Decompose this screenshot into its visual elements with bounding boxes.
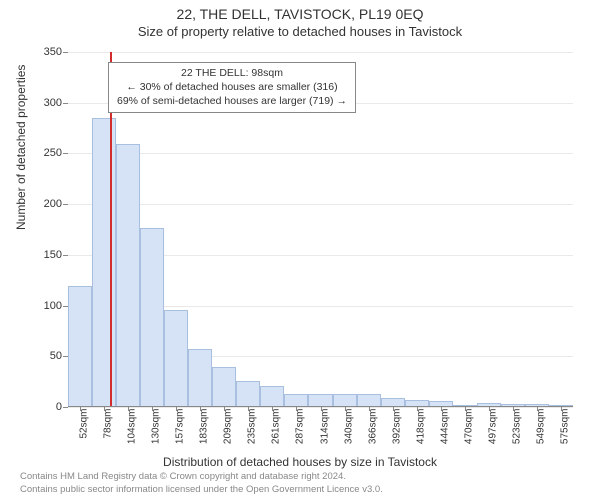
x-tick-label: 575sqm	[559, 409, 570, 445]
x-tick-label: 104sqm	[127, 409, 138, 445]
histogram-bar	[92, 118, 116, 406]
histogram-bar	[164, 310, 188, 406]
chart-plot-area: 05010015020025030035052sqm78sqm104sqm130…	[68, 52, 573, 407]
gridline	[68, 204, 573, 205]
x-tick-label: 235sqm	[247, 409, 258, 445]
gridline	[68, 52, 573, 53]
x-tick-label: 392sqm	[391, 409, 402, 445]
y-tick-label: 0	[32, 401, 62, 413]
y-tick-label: 50	[32, 350, 62, 362]
x-tick-label: 497sqm	[487, 409, 498, 445]
x-tick-label: 157sqm	[175, 409, 186, 445]
y-tick-label: 200	[32, 198, 62, 210]
footer-attribution: Contains HM Land Registry data © Crown c…	[20, 471, 383, 496]
x-tick-label: 314sqm	[319, 409, 330, 445]
chart-address-title: 22, THE DELL, TAVISTOCK, PL19 0EQ	[0, 0, 600, 22]
x-tick-label: 444sqm	[439, 409, 450, 445]
annotation-box: 22 THE DELL: 98sqm ← 30% of detached hou…	[108, 62, 356, 113]
histogram-bar	[68, 286, 92, 406]
y-tick-label: 100	[32, 300, 62, 312]
x-tick-label: 130sqm	[151, 409, 162, 445]
x-tick-label: 261sqm	[271, 409, 282, 445]
annotation-line-2: ← 30% of detached houses are smaller (31…	[117, 80, 347, 94]
annotation-line-3: 69% of semi-detached houses are larger (…	[117, 94, 347, 108]
histogram-bar	[188, 349, 212, 406]
histogram-bar	[333, 394, 357, 406]
x-tick-label: 366sqm	[367, 409, 378, 445]
footer-line-2: Contains public sector information licen…	[20, 484, 383, 496]
x-tick-label: 183sqm	[199, 409, 210, 445]
x-tick-label: 209sqm	[223, 409, 234, 445]
x-tick-label: 470sqm	[463, 409, 474, 445]
chart-subtitle: Size of property relative to detached ho…	[0, 22, 600, 39]
x-tick-label: 52sqm	[79, 409, 90, 439]
annotation-line-1: 22 THE DELL: 98sqm	[117, 66, 347, 80]
x-tick-label: 418sqm	[415, 409, 426, 445]
y-tick-label: 250	[32, 147, 62, 159]
histogram-bar	[116, 144, 140, 406]
histogram-bar	[308, 394, 332, 406]
x-tick-label: 523sqm	[511, 409, 522, 445]
histogram-bar	[260, 386, 284, 406]
y-tick-label: 150	[32, 249, 62, 261]
histogram-bar	[381, 398, 405, 406]
x-tick-label: 340sqm	[343, 409, 354, 445]
y-tick-label: 300	[32, 97, 62, 109]
x-tick-label: 287sqm	[295, 409, 306, 445]
x-tick-label: 549sqm	[535, 409, 546, 445]
histogram-bar	[236, 381, 260, 406]
y-axis-label: Number of detached properties	[14, 65, 28, 230]
y-tick-label: 350	[32, 46, 62, 58]
gridline	[68, 153, 573, 154]
x-tick-label: 78sqm	[103, 409, 114, 439]
histogram-bar	[140, 228, 164, 407]
x-axis-label: Distribution of detached houses by size …	[0, 455, 600, 469]
histogram-bar	[284, 394, 308, 406]
footer-line-1: Contains HM Land Registry data © Crown c…	[20, 471, 383, 483]
histogram-bar	[357, 394, 381, 406]
histogram-bar	[212, 367, 236, 406]
